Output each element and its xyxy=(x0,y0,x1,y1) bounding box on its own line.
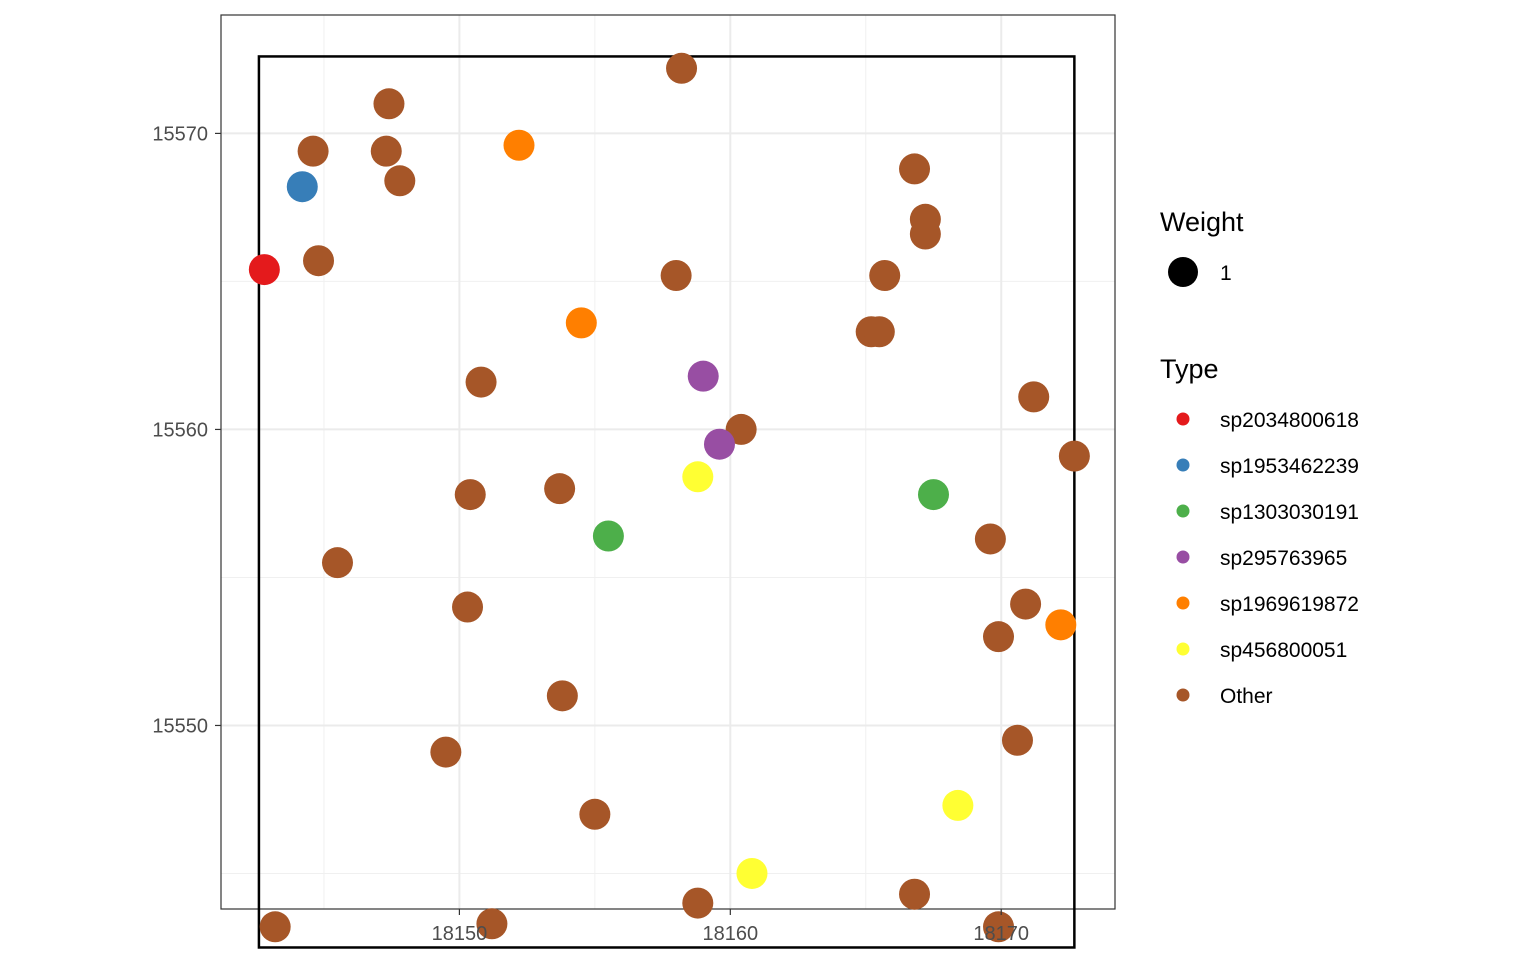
point-other xyxy=(546,680,578,712)
point-other xyxy=(297,135,329,167)
point-other xyxy=(454,479,486,511)
point-sp1969619872 xyxy=(1045,609,1077,641)
legend-color-label: sp1303030191 xyxy=(1220,501,1359,524)
point-other xyxy=(430,736,462,768)
legend-color-label: sp295763965 xyxy=(1220,547,1347,570)
point-other xyxy=(370,135,402,167)
x-tick-label: 18160 xyxy=(702,923,758,945)
point-other xyxy=(465,366,497,398)
point-other xyxy=(863,316,895,348)
point-other xyxy=(666,52,698,84)
legend-size-title: Weight xyxy=(1160,207,1244,237)
point-sp1303030191 xyxy=(917,479,949,511)
point-sp1303030191 xyxy=(592,520,624,552)
legend-color-label: sp456800051 xyxy=(1220,639,1347,662)
point-sp456800051 xyxy=(736,857,768,889)
point-sp2034800618 xyxy=(248,254,280,286)
point-other xyxy=(373,88,405,120)
y-tick-label: 15550 xyxy=(152,715,208,737)
point-other xyxy=(899,153,931,185)
legend-size-entries: 1 xyxy=(1168,257,1232,287)
legend-color-label: sp1953462239 xyxy=(1220,455,1359,478)
point-other xyxy=(259,911,291,943)
panel-border xyxy=(220,14,1116,910)
legend-color-key xyxy=(1176,550,1190,564)
point-other xyxy=(909,218,941,250)
point-other xyxy=(899,878,931,910)
point-other xyxy=(660,260,692,292)
point-other xyxy=(579,798,611,830)
legend-size-label: 1 xyxy=(1220,262,1232,285)
point-sp1969619872 xyxy=(503,129,535,161)
point-other xyxy=(983,911,1015,943)
point-other xyxy=(974,523,1006,555)
observation-window xyxy=(257,55,1076,949)
legend-color-key xyxy=(1176,596,1190,610)
point-sp456800051 xyxy=(682,461,714,493)
point-other xyxy=(682,887,714,919)
point-other xyxy=(983,621,1015,653)
legend-color-key xyxy=(1176,504,1190,518)
point-other xyxy=(303,245,335,277)
point-other xyxy=(869,260,901,292)
legend-color-key xyxy=(1176,458,1190,472)
point-other xyxy=(1018,381,1050,413)
data-points xyxy=(248,52,1090,943)
point-sp1969619872 xyxy=(565,307,597,339)
point-other xyxy=(476,908,508,940)
axes: 18150 18160 18170 15550 15560 15570 xyxy=(152,123,1029,945)
legend-color-label: Other xyxy=(1220,685,1273,708)
legend-color-label: sp2034800618 xyxy=(1220,409,1359,432)
legend-color-label: sp1969619872 xyxy=(1220,593,1359,616)
point-sp456800051 xyxy=(942,789,974,821)
point-other xyxy=(1010,588,1042,620)
x-tick-label: 18150 xyxy=(432,923,488,945)
point-sp295763965 xyxy=(687,360,719,392)
legend-size-key xyxy=(1168,257,1198,287)
point-other xyxy=(452,591,484,623)
point-other xyxy=(544,473,576,505)
point-other xyxy=(1058,440,1090,472)
point-other xyxy=(1001,724,1033,756)
legend-color-key xyxy=(1176,642,1190,656)
legend-color-key xyxy=(1176,412,1190,426)
legend-color-title: Type xyxy=(1160,354,1219,384)
point-other xyxy=(321,547,353,579)
point-sp1953462239 xyxy=(286,171,318,203)
y-tick-label: 15570 xyxy=(152,123,208,145)
point-other xyxy=(384,165,416,197)
point-other xyxy=(725,413,757,445)
x-tick-label: 18170 xyxy=(973,923,1029,945)
legend-color-key xyxy=(1176,688,1190,702)
legend-color-entries: sp2034800618 sp1953462239 sp1303030191 sp29… xyxy=(1176,409,1359,708)
y-tick-label: 15560 xyxy=(152,419,208,441)
legend: Weight 1 Type sp2034800618sp1953462239sp… xyxy=(1160,207,1359,708)
point-sp295763965 xyxy=(703,428,735,460)
